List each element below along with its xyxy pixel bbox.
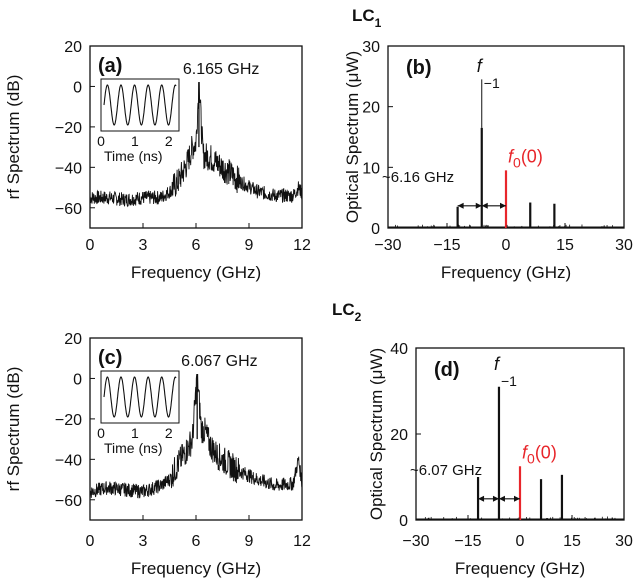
x-tick-label: 30 (615, 237, 633, 254)
inset-tick-label: 0 (97, 133, 105, 149)
y-tick-label: 40 (390, 341, 408, 358)
section-title-lc2: LC2 (332, 300, 362, 324)
x-tick-label: 9 (245, 237, 254, 254)
x-tick-label: 3 (139, 237, 148, 254)
panel-label: (d) (434, 359, 460, 381)
panel-label: (a) (98, 55, 122, 77)
spacing-arrow-left-head-right (492, 495, 499, 502)
y-tick-label: 0 (73, 371, 82, 388)
x-tick-label: 3 (139, 533, 148, 550)
y-tick-label: 10 (362, 160, 380, 177)
x-tick-label: 0 (86, 533, 95, 550)
y-tick-label: 20 (64, 331, 82, 348)
spacing-arrow-left-head-right (475, 202, 482, 209)
y-tick-label: −40 (55, 452, 82, 469)
x-tick-label: 0 (516, 533, 525, 550)
f0-label: f0(0) (522, 442, 557, 466)
rf-spectrum-trace (89, 373, 303, 499)
inset-waveform (103, 376, 177, 418)
inset-tick-label: 0 (97, 425, 105, 441)
panel-label: (c) (98, 347, 122, 369)
y-tick-label: −20 (55, 120, 82, 137)
spacing-label: ~6.16 GHz (382, 169, 454, 186)
x-tick-label: 6 (192, 533, 201, 550)
f-minus1-label: f−1 (477, 56, 500, 91)
spacing-label: ~6.07 GHz (410, 462, 482, 479)
y-tick-label: 20 (64, 39, 82, 56)
y-tick-label: 30 (362, 39, 380, 56)
x-tick-label: 9 (245, 533, 254, 550)
x-axis-label: Frequency (GHz) (131, 559, 261, 578)
spacing-arrow-right-head-left (481, 202, 488, 209)
spacing-arrow-right-head-right (500, 202, 506, 209)
x-tick-label: 6 (192, 237, 201, 254)
inset-axis-label: Time (ns) (104, 440, 163, 456)
x-axis-label: Frequency (GHz) (441, 263, 571, 282)
x-axis-label: Frequency (GHz) (455, 559, 585, 578)
y-axis-label: Optical Spectrum (μW) (343, 51, 362, 223)
x-tick-label: 0 (86, 237, 95, 254)
section-title-lc1: LC1 (352, 6, 382, 30)
y-tick-label: −20 (55, 412, 82, 429)
spacing-arrow-left-head-left (478, 495, 485, 502)
y-tick-label: 0 (399, 513, 408, 530)
rf-spectrum-trace (89, 81, 303, 208)
x-axis-label: Frequency (GHz) (131, 263, 261, 282)
x-tick-label: −15 (454, 533, 481, 550)
x-tick-label: 0 (502, 237, 511, 254)
x-tick-label: 12 (293, 237, 311, 254)
x-tick-label: 12 (293, 533, 311, 550)
x-tick-label: 15 (563, 533, 581, 550)
inset-tick-label: 2 (165, 133, 173, 149)
inset-tick-label: 1 (131, 133, 139, 149)
y-tick-label: 20 (390, 427, 408, 444)
y-axis-label: rf Spectrum (dB) (4, 367, 23, 492)
f0-label: f0(0) (508, 146, 543, 170)
inset-axis-label: Time (ns) (104, 148, 163, 164)
panel-b: −30 −15 0 15 30 0 10 20 30 Frequency (GHz) Optical… (343, 39, 633, 282)
y-tick-label: 20 (362, 100, 380, 117)
spacing-arrow-right-head-left (498, 495, 505, 502)
y-tick-label: −40 (55, 160, 82, 177)
x-tick-label: 30 (615, 533, 633, 550)
y-tick-label: 0 (73, 79, 82, 96)
panel-label: (b) (406, 57, 432, 79)
y-tick-label: 0 (371, 221, 380, 238)
x-tick-label: −30 (374, 237, 401, 254)
y-tick-label: −60 (55, 201, 82, 218)
y-axis-label: rf Spectrum (dB) (4, 75, 23, 200)
inset-waveform (103, 84, 177, 126)
inset-tick-label: 2 (165, 425, 173, 441)
peak-frequency-label: 6.165 GHz (183, 61, 259, 78)
panel-d: −30 −15 0 15 30 0 20 40 Frequency (GHz) Optical S… (367, 341, 633, 578)
spacing-arrow-left-head-left (457, 202, 464, 209)
x-tick-label: −30 (402, 533, 429, 550)
spacing-arrow-right-head-right (514, 495, 520, 502)
x-tick-label: −15 (433, 237, 460, 254)
peak-frequency-label: 6.067 GHz (181, 353, 257, 370)
y-tick-label: −60 (55, 493, 82, 510)
f-minus1-label: f−1 (494, 354, 517, 389)
y-axis-label: Optical Spectrum (μW) (367, 348, 386, 520)
x-tick-label: 15 (556, 237, 574, 254)
inset-tick-label: 1 (131, 425, 139, 441)
